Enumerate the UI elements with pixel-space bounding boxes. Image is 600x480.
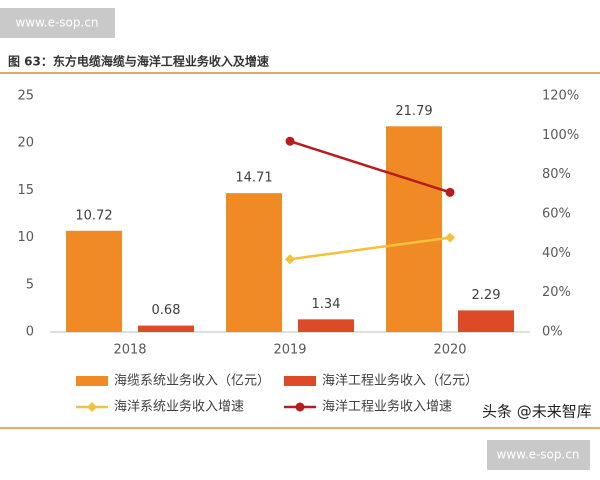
y-tick-label: 5: [26, 277, 34, 292]
legend-label: 海洋工程业务收入（亿元）: [322, 373, 478, 389]
bar: [458, 310, 514, 332]
watermark: www.e-sop.cn: [15, 16, 98, 30]
bar: [298, 319, 354, 332]
x-tick-label: 2019: [273, 343, 306, 358]
y2-tick-label: 40%: [542, 246, 571, 261]
legend-label: 海洋工程业务收入增速: [322, 399, 452, 415]
line: [289, 236, 451, 261]
value-label: 10.72: [75, 208, 112, 223]
bar: [226, 193, 282, 332]
y2-tick-label: 120%: [542, 89, 579, 104]
value-label: 21.79: [395, 104, 432, 119]
legend-swatch: [76, 376, 108, 386]
y2-tick-label: 100%: [542, 128, 579, 143]
legend-label: 海缆系统业务收入（亿元）: [114, 373, 270, 389]
line-marker: [285, 254, 295, 265]
chart-title: 图 63：东方电缆海缆与海洋工程业务收入及增速: [8, 54, 269, 69]
line-marker: [445, 187, 455, 197]
bar: [386, 126, 442, 332]
line-marker: [295, 402, 305, 412]
x-tick-label: 2018: [113, 343, 146, 358]
value-label: 2.29: [472, 288, 501, 303]
value-label: 1.34: [312, 297, 341, 312]
y2-tick-label: 0%: [542, 325, 563, 340]
y-tick-label: 20: [17, 136, 34, 151]
legend-label: 海洋系统业务收入增速: [114, 399, 244, 415]
y-tick-label: 10: [17, 230, 34, 245]
y-tick-label: 25: [17, 89, 34, 104]
line: [289, 140, 451, 194]
line-marker: [87, 402, 97, 412]
y-tick-label: 15: [17, 183, 34, 198]
line-marker: [445, 232, 455, 243]
bar: [138, 325, 194, 332]
watermark-box: [487, 440, 590, 470]
y2-tick-label: 20%: [542, 285, 571, 300]
y2-tick-label: 80%: [542, 167, 571, 182]
bar: [66, 230, 122, 332]
line-marker: [285, 136, 295, 146]
value-label: 14.71: [235, 171, 272, 186]
watermark-box: [0, 8, 115, 38]
watermark: www.e-sop.cn: [496, 448, 579, 462]
credit: 头条 @未来智库: [482, 403, 592, 421]
value-label: 0.68: [152, 303, 181, 318]
x-tick-label: 2020: [433, 343, 466, 358]
legend-swatch: [284, 376, 316, 386]
y-tick-label: 0: [26, 325, 34, 340]
y2-tick-label: 60%: [542, 207, 571, 222]
